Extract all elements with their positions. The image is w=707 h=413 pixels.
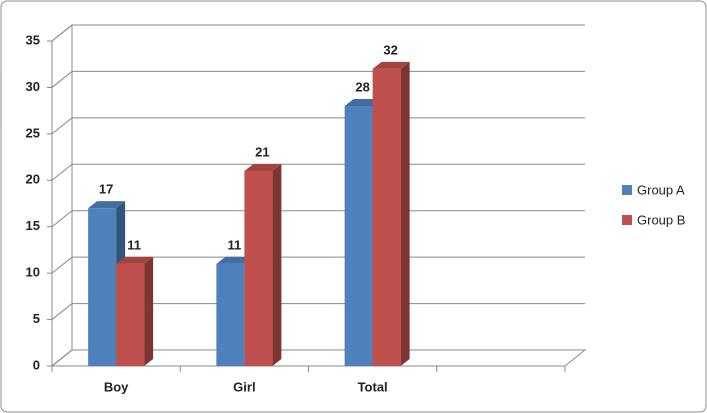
bar-side <box>272 164 282 366</box>
grid-line-side <box>51 24 73 42</box>
grid-line-side <box>51 210 73 228</box>
bar <box>88 208 117 366</box>
y-tick-label: 15 <box>26 218 40 233</box>
bar-side <box>400 61 410 366</box>
grid-line-side <box>51 163 73 181</box>
grid-line-side <box>51 303 73 320</box>
y-tick-label: 0 <box>33 357 40 372</box>
y-tick-label: 5 <box>33 311 40 326</box>
data-label: 32 <box>383 42 397 57</box>
bar-top <box>244 164 282 171</box>
x-tick-label: Total <box>358 379 388 394</box>
data-label: 11 <box>127 237 141 252</box>
grid-line-side <box>51 117 73 135</box>
bar-top <box>116 256 154 264</box>
legend-swatch <box>622 215 632 225</box>
bar-top <box>216 256 254 264</box>
data-label: 21 <box>255 144 269 159</box>
y-tick-label: 30 <box>26 79 40 94</box>
x-tick-label: Girl <box>233 379 255 394</box>
bar-top <box>88 201 126 209</box>
y-tick-label: 35 <box>26 32 40 47</box>
grid-line-side <box>51 256 73 274</box>
y-tick-label: 20 <box>26 172 40 187</box>
grid-line-side <box>51 71 73 88</box>
legend-label: Group A <box>637 182 685 197</box>
bar <box>216 263 245 366</box>
y-tick-label: 10 <box>26 265 40 280</box>
grid-line-side <box>51 349 73 367</box>
x-tick-label: Boy <box>104 379 129 394</box>
bar-top <box>344 99 382 106</box>
data-label: 28 <box>355 79 369 94</box>
bar <box>372 68 401 366</box>
y-tick-label: 25 <box>26 125 40 140</box>
data-label: 17 <box>99 182 113 197</box>
bar <box>344 106 373 366</box>
bar-side <box>144 256 154 366</box>
legend-swatch <box>622 185 632 195</box>
bar <box>244 171 273 366</box>
data-label: 11 <box>228 237 242 252</box>
bar-top <box>372 61 410 69</box>
legend-label: Group B <box>637 212 685 227</box>
bar <box>116 263 145 366</box>
